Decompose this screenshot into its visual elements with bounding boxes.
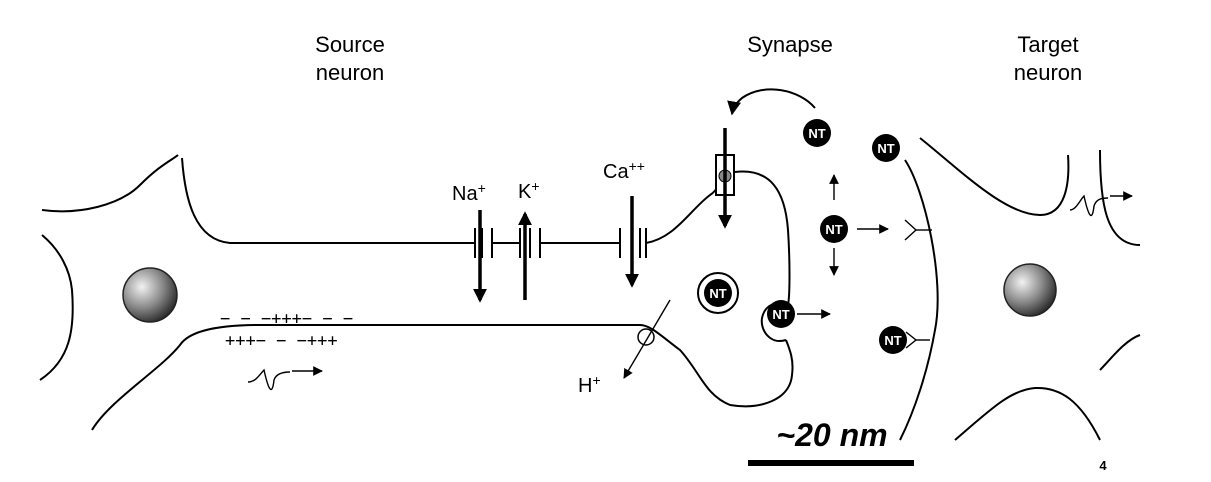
nt-label-diffusing: NT — [825, 222, 842, 237]
target-nucleus — [1003, 263, 1057, 317]
h-ion-label: H+ — [578, 372, 601, 397]
na-channel — [473, 210, 493, 303]
ca-ion-label: Ca++ — [603, 158, 645, 183]
nt-label-vesicle: NT — [709, 286, 726, 301]
nt-label-bound: NT — [884, 333, 901, 348]
page-number: 4 — [1099, 458, 1107, 473]
nt-bound: NT — [879, 326, 930, 354]
source-neuron-body — [39, 154, 640, 431]
source-neuron-label-line1: Source — [315, 32, 385, 57]
nt-label-released: NT — [772, 307, 789, 322]
action-potential-source — [247, 366, 323, 391]
source-neuron-label-line2: neuron — [316, 60, 385, 85]
nt-diffusing: NT — [820, 174, 889, 276]
target-neuron-label-line2: neuron — [1014, 60, 1083, 85]
ca-channel — [619, 196, 647, 288]
nt-cleft-top: NT — [803, 119, 831, 147]
action-potential-target — [1069, 191, 1133, 217]
membrane-charges-top: − − −+++− − − — [220, 309, 353, 329]
autoreceptor — [715, 88, 816, 229]
scale-bar — [748, 460, 914, 466]
membrane-charges-bottom: +++− − −+++ — [225, 331, 338, 351]
k-ion-label: K+ — [518, 178, 540, 203]
nt-label-near-target: NT — [877, 141, 894, 156]
k-channel — [518, 211, 541, 300]
target-neuron-body — [899, 137, 1141, 441]
synapse-label: Synapse — [747, 32, 833, 57]
nt-vesicle: NT — [697, 272, 739, 314]
nt-label-cleft-top: NT — [808, 126, 825, 141]
na-ion-label: Na+ — [452, 180, 486, 205]
target-neuron-label-line1: Target — [1017, 32, 1078, 57]
nt-near-target: NT — [872, 134, 900, 162]
source-nucleus — [122, 267, 178, 323]
proton-transporter — [623, 299, 671, 379]
nt-released: NT — [767, 300, 831, 328]
scale-bar-label: ~20 nm — [776, 417, 887, 453]
